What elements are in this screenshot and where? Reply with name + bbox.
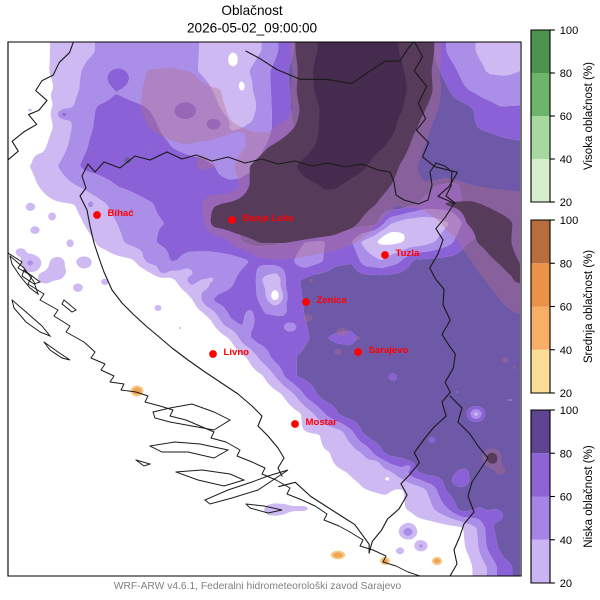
- svg-text:20: 20: [560, 388, 572, 400]
- svg-text:Srednja oblačnost (%): Srednja oblačnost (%): [583, 250, 595, 363]
- svg-text:Oblačnost: Oblačnost: [221, 3, 282, 18]
- svg-text:Niska oblačnost (%): Niska oblačnost (%): [583, 445, 595, 548]
- svg-text:80: 80: [560, 68, 572, 80]
- svg-text:80: 80: [560, 258, 572, 270]
- svg-text:40: 40: [560, 154, 572, 166]
- svg-text:40: 40: [560, 535, 572, 547]
- svg-text:2026-05-02_09:00:00: 2026-05-02_09:00:00: [187, 20, 318, 35]
- svg-text:100: 100: [560, 25, 579, 37]
- svg-text:Visoka oblačnost (%): Visoka oblačnost (%): [583, 62, 595, 170]
- svg-text:100: 100: [560, 405, 579, 417]
- svg-text:Banja Luka: Banja Luka: [243, 213, 295, 224]
- svg-text:20: 20: [560, 197, 572, 209]
- svg-text:WRF-ARW v4.6.1, Federalni hidr: WRF-ARW v4.6.1, Federalni hidrometeorolo…: [114, 581, 402, 592]
- svg-text:20: 20: [560, 578, 572, 590]
- svg-text:Tuzla: Tuzla: [396, 248, 420, 259]
- svg-text:Livno: Livno: [224, 347, 250, 358]
- svg-text:60: 60: [560, 111, 572, 123]
- svg-text:60: 60: [560, 492, 572, 504]
- svg-text:40: 40: [560, 345, 572, 357]
- svg-text:Bihać: Bihać: [108, 208, 135, 219]
- svg-text:100: 100: [560, 215, 579, 227]
- svg-text:Mostar: Mostar: [306, 417, 338, 428]
- svg-text:60: 60: [560, 302, 572, 314]
- svg-text:Zenica: Zenica: [317, 295, 348, 306]
- svg-text:Sarajevo: Sarajevo: [369, 345, 409, 356]
- svg-text:80: 80: [560, 448, 572, 460]
